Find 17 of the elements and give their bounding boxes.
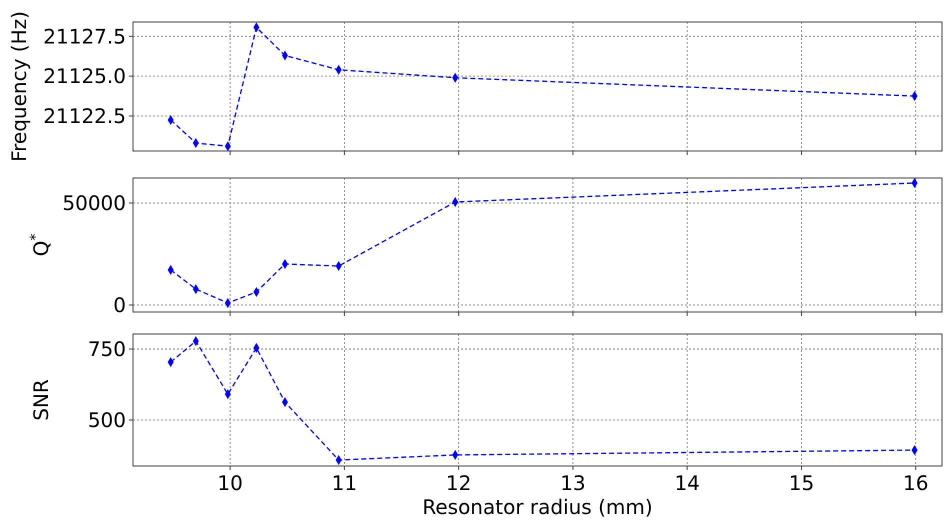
y-tick-label: 21125.0	[43, 64, 126, 88]
x-axis-title: Resonator radius (mm)	[422, 495, 653, 519]
y-tick-label: 21122.5	[43, 104, 126, 128]
y-axis-title: SNR	[29, 379, 53, 421]
y-tick-label: 0	[113, 293, 126, 317]
x-tick-label: 10	[217, 471, 243, 495]
x-tick-label: 14	[674, 471, 700, 495]
y-tick-label: 750	[88, 337, 126, 362]
y-axis-title: Frequency (Hz)	[7, 11, 31, 162]
x-tick-label: 11	[332, 471, 358, 495]
y-tick-label: 50000	[62, 190, 126, 215]
x-tick-label: 12	[446, 471, 472, 495]
y-tick-label: 500	[88, 408, 126, 432]
x-tick-label: 16	[902, 471, 928, 495]
x-tick-label: 15	[788, 471, 814, 495]
x-tick-label: 13	[560, 471, 586, 495]
y-tick-label: 21127.5	[43, 24, 126, 48]
